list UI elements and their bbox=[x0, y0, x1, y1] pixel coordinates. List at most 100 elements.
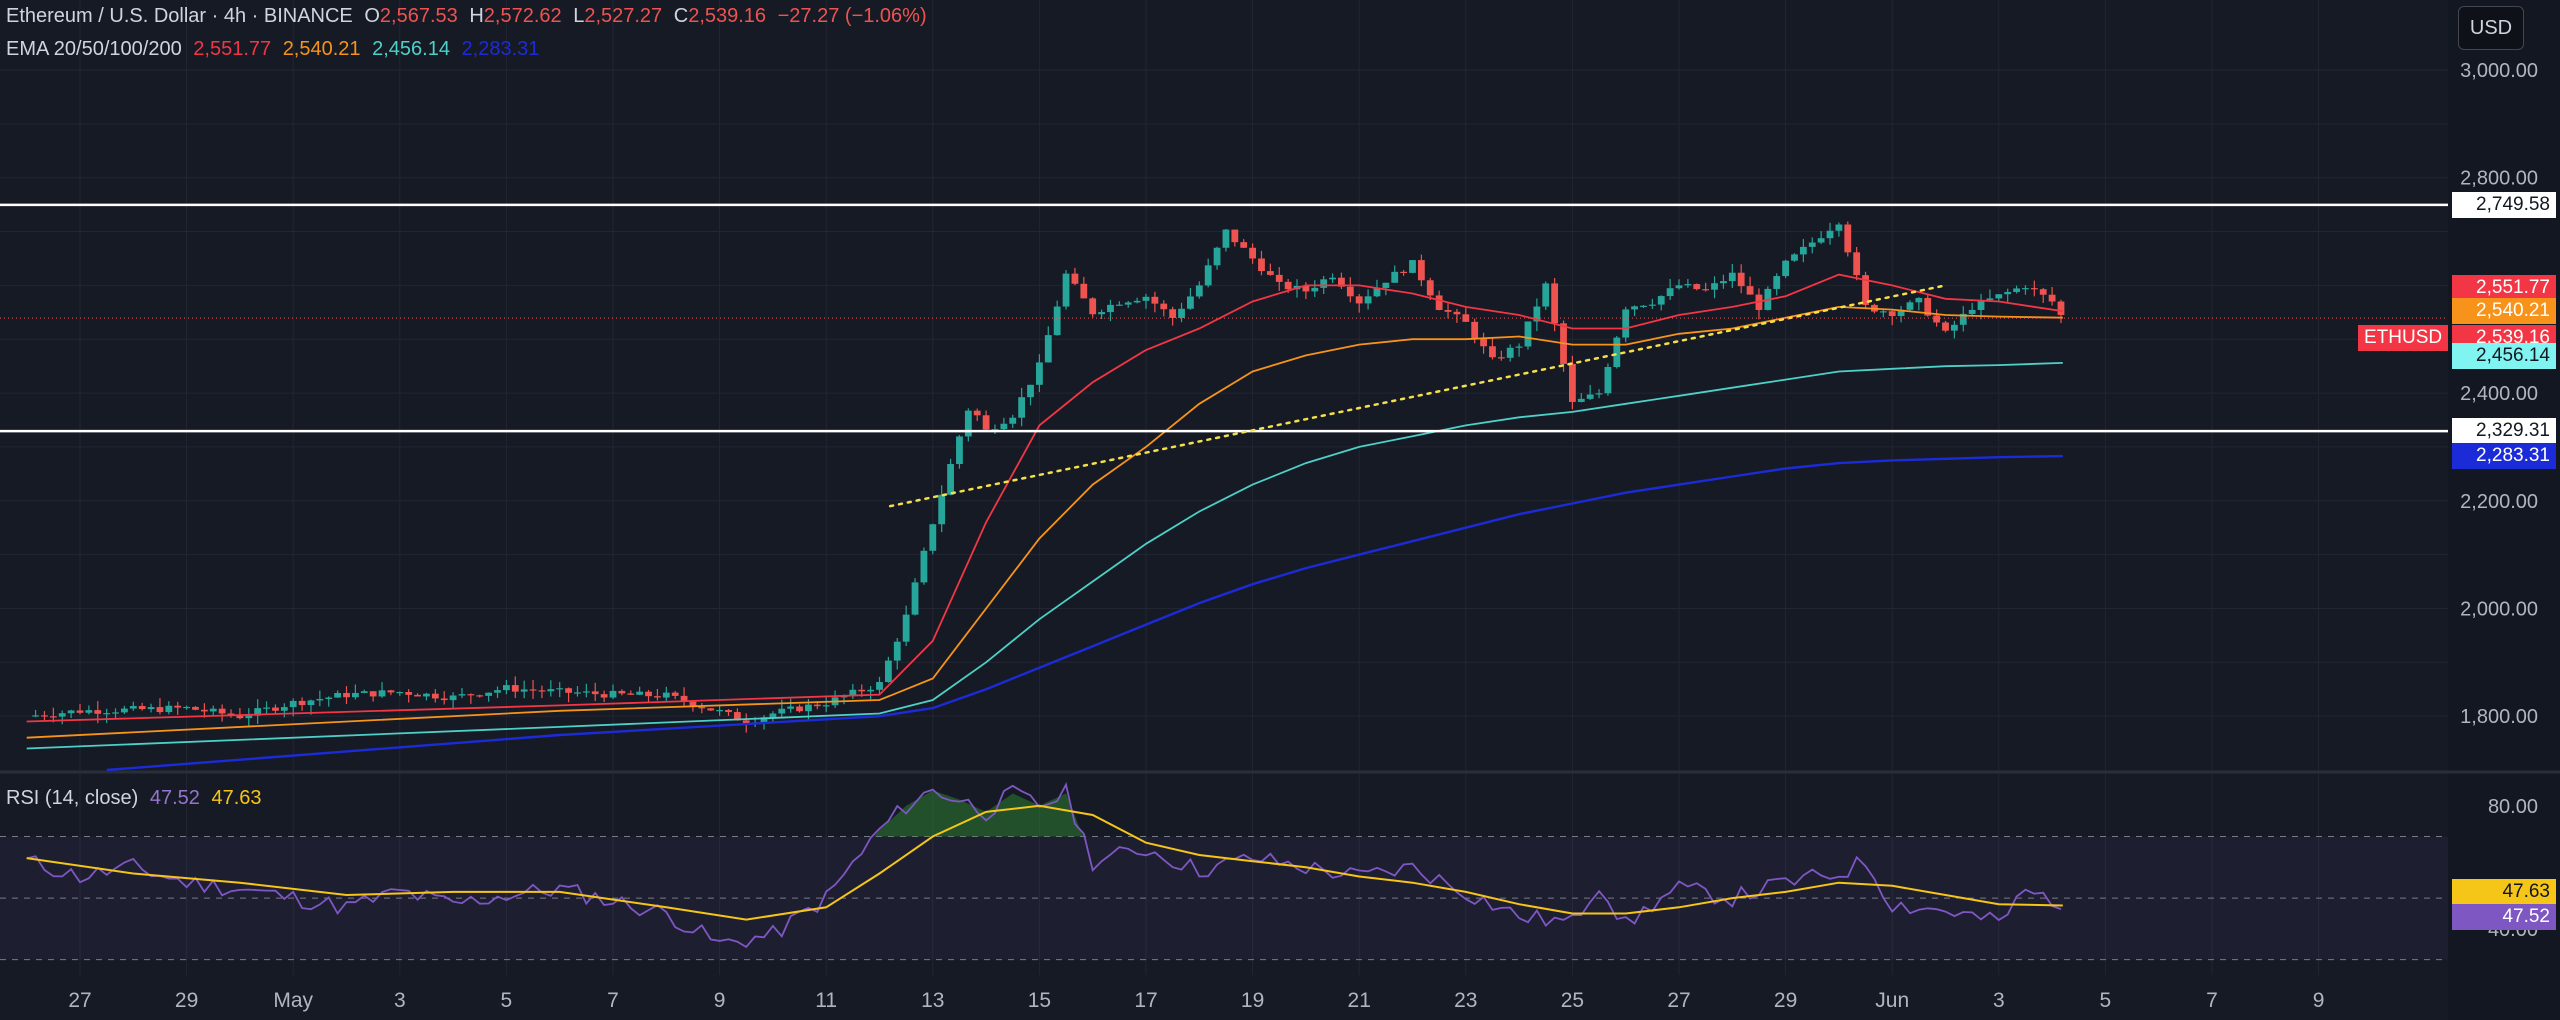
candle-up bbox=[121, 708, 128, 713]
time-tick-label: 3 bbox=[1993, 989, 2005, 1012]
candle-up bbox=[1968, 309, 1976, 314]
candle-down bbox=[431, 693, 439, 699]
candle-down bbox=[1480, 338, 1487, 347]
candle-up bbox=[1515, 346, 1523, 348]
candle-up bbox=[1311, 287, 1319, 292]
candle-up bbox=[1062, 273, 1070, 307]
candle-up bbox=[778, 708, 786, 714]
candle-up bbox=[2013, 288, 2020, 292]
candle-down bbox=[227, 713, 235, 716]
candle-up bbox=[582, 691, 590, 693]
candle-up bbox=[1604, 367, 1612, 394]
candle-down bbox=[1169, 309, 1177, 318]
candle-up bbox=[1213, 247, 1221, 266]
candle-down bbox=[511, 685, 519, 692]
candle-down bbox=[654, 696, 661, 698]
price-tick-label: 1,800.00 bbox=[2460, 706, 2538, 728]
candle-up bbox=[1098, 312, 1105, 315]
ema100-value: 2,456.14 bbox=[372, 38, 450, 60]
candle-down bbox=[698, 706, 706, 709]
candle-up bbox=[1826, 230, 1834, 239]
time-tick-label: 29 bbox=[1774, 989, 1797, 1012]
time-tick-label: 9 bbox=[714, 989, 726, 1012]
candle-down bbox=[1746, 286, 1754, 295]
time-tick-label: 7 bbox=[607, 989, 619, 1012]
candle-up bbox=[1133, 300, 1141, 303]
candle-down bbox=[94, 710, 102, 714]
open-value: 2,567.53 bbox=[379, 5, 458, 27]
time-tick-label: 5 bbox=[2100, 989, 2112, 1012]
time-tick-label: 9 bbox=[2313, 989, 2325, 1012]
candle-down bbox=[973, 410, 981, 416]
currency-button[interactable]: USD bbox=[2458, 6, 2524, 50]
price-tick-label: 2,800.00 bbox=[2460, 168, 2538, 190]
candle-up bbox=[1728, 272, 1736, 282]
ema-line-ema50 bbox=[26, 305, 2063, 739]
candle-up bbox=[1808, 242, 1816, 247]
candle-up bbox=[1622, 309, 1630, 338]
candle-down bbox=[725, 710, 732, 713]
low-label: L bbox=[573, 5, 585, 27]
candle-up bbox=[1577, 398, 1585, 402]
candle-up bbox=[991, 429, 999, 431]
candle-up bbox=[334, 692, 342, 698]
time-tick-label: 3 bbox=[394, 989, 406, 1012]
candle-up bbox=[503, 685, 510, 691]
candle-up bbox=[378, 690, 386, 697]
candle-up bbox=[1124, 302, 1132, 305]
candle-up bbox=[1107, 304, 1114, 313]
time-tick-label: 27 bbox=[68, 989, 91, 1012]
rsi-tick-label: 80.00 bbox=[2488, 796, 2538, 818]
candle-down bbox=[467, 694, 475, 696]
candle-down bbox=[1231, 229, 1239, 243]
candle-down bbox=[2039, 289, 2047, 295]
candle-up bbox=[58, 713, 66, 717]
candle-up bbox=[1613, 337, 1621, 368]
rsi-legend-label: RSI (14, close) bbox=[6, 787, 139, 809]
candle-down bbox=[982, 415, 990, 430]
candle-up bbox=[1195, 285, 1203, 297]
candle-up bbox=[183, 706, 190, 709]
candle-up bbox=[716, 710, 723, 712]
trendline[interactable] bbox=[888, 284, 1947, 508]
candle-up bbox=[1115, 304, 1123, 306]
candle-up bbox=[494, 690, 501, 693]
candle-up bbox=[396, 692, 404, 694]
candle-up bbox=[1364, 296, 1372, 304]
candle-up bbox=[1986, 298, 1994, 301]
grid bbox=[0, 0, 2448, 975]
candle-down bbox=[529, 689, 537, 691]
candle-up bbox=[209, 708, 217, 712]
candle-down bbox=[1426, 280, 1434, 296]
time-tick-label: 19 bbox=[1241, 989, 1264, 1012]
candle-up bbox=[867, 689, 875, 692]
candle-up bbox=[1720, 281, 1727, 284]
candle-up bbox=[1391, 271, 1399, 283]
candle-up bbox=[1373, 287, 1381, 297]
candle-down bbox=[1942, 322, 1949, 331]
symbol-name-tag: ETHUSD bbox=[2358, 325, 2448, 352]
candle-up bbox=[1178, 308, 1185, 318]
candle-down bbox=[813, 704, 821, 707]
candle-up bbox=[1320, 279, 1328, 288]
low-value: 2,527.27 bbox=[584, 5, 663, 27]
candle-down bbox=[1444, 309, 1452, 312]
candle-down bbox=[476, 695, 484, 697]
candle-up bbox=[1977, 300, 1985, 310]
candle-down bbox=[440, 698, 448, 701]
price-tick-label: 3,000.00 bbox=[2460, 60, 2538, 82]
candle-up bbox=[1018, 397, 1026, 418]
candle-down bbox=[138, 706, 146, 710]
candle-down bbox=[1240, 242, 1248, 248]
price-tick-label: 2,200.00 bbox=[2460, 491, 2538, 513]
candle-up bbox=[423, 693, 430, 697]
candle-down bbox=[76, 710, 84, 713]
candle-up bbox=[547, 689, 555, 692]
time-tick-label: 25 bbox=[1561, 989, 1584, 1012]
candle-up bbox=[964, 410, 972, 437]
candle-up bbox=[485, 692, 493, 696]
rsi-tag: 47.52 bbox=[2452, 903, 2556, 930]
price-tag-ema50: 2,540.21 bbox=[2452, 297, 2556, 324]
candle-up bbox=[1533, 306, 1541, 322]
